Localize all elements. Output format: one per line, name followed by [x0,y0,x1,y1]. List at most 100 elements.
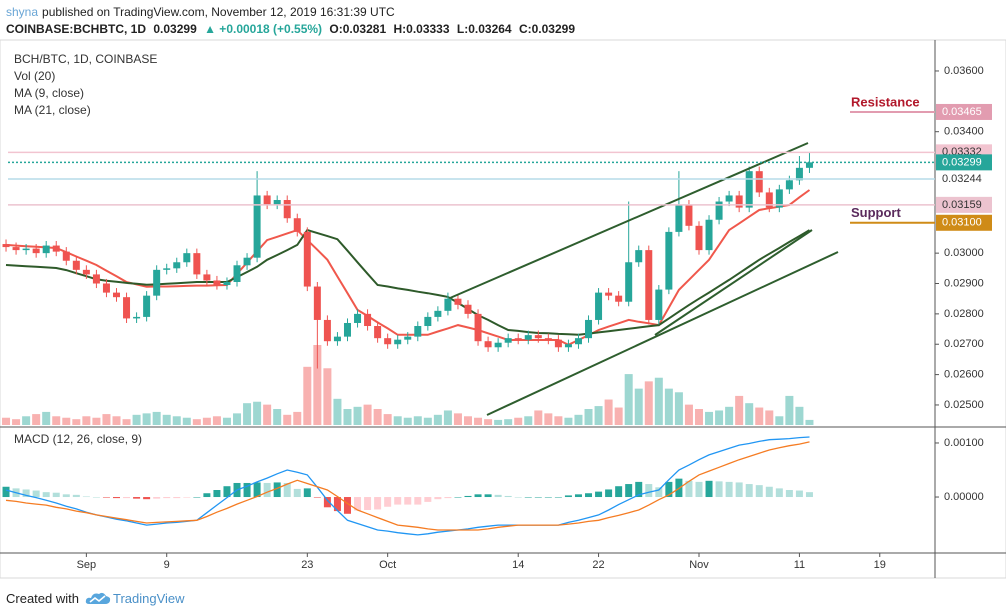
trendline [449,142,809,299]
author[interactable]: shyna [6,5,39,19]
legend-volume: Vol (20) [14,69,55,83]
candle-body [112,292,120,298]
candle-body [123,297,131,319]
volume-bar [403,417,412,425]
macd-histogram-bar [163,497,171,499]
volume-bar [494,419,503,425]
candle-body [42,245,50,254]
macd-histogram-bar [705,480,713,498]
macd-histogram-bar [2,486,10,498]
candle-body [143,295,151,317]
candle-body [474,313,482,342]
candle-body [133,316,141,319]
logo-cloud [85,592,111,604]
brand[interactable]: TradingView [112,590,185,606]
macd-histogram-bar [785,490,793,498]
candle-body [283,200,291,219]
volume-bar [323,368,332,425]
volume-bar [413,416,422,425]
price-label: 0.03244 [942,173,982,185]
macd-histogram-bar [143,497,151,500]
candle-body [795,167,803,181]
volume-bar [233,413,242,425]
candle-body [343,322,351,337]
macd-histogram-bar [805,492,813,498]
volume-bar [202,417,211,425]
macd-histogram-bar [62,494,70,498]
macd-histogram-bar [52,492,60,498]
volume-bar [735,395,744,425]
volume-bar [42,411,51,425]
footer-text: Created with [6,590,79,606]
macd-histogram-bar [213,490,221,498]
ohlc-label: C: [518,22,532,36]
volume-bar [253,401,262,425]
macd-histogram-bar [564,495,572,498]
candle-body [745,171,753,208]
macd-title: MACD (12, 26, close, 9) [14,432,142,446]
macd-histogram-bar [554,497,562,498]
candle-body [464,304,472,314]
macd-histogram-bar [494,494,502,498]
candle-body [263,195,271,205]
candle-body [635,250,643,263]
macd-histogram-bar [82,496,90,498]
candle-body [504,338,512,343]
legend-title: BCH/BTC, 1D, COINBASE [14,52,157,66]
volume-bar [484,419,493,425]
candle-body [72,260,80,270]
macd-histogram-bar [243,482,251,498]
candle-layer [2,152,813,369]
candle-body [92,274,100,284]
frame [0,39,1006,579]
volume-bar [162,414,171,425]
macd-histogram-bar [92,497,100,498]
candle-body [725,195,733,202]
volume-bar [383,414,392,425]
volume-bar [172,416,181,425]
candle-body [705,219,713,251]
macd-histogram-bar [655,487,663,498]
volume-bar [805,419,814,425]
ohlc-value: 0.03333 [406,22,450,36]
macd-histogram-bar [715,481,723,498]
candle-body [273,200,281,205]
legend-ma: MA (9, close) [14,86,84,100]
macd-histogram-bar [203,493,211,498]
macd-histogram-bar [514,497,522,498]
volume-bar [363,404,372,425]
x-tick-label: 9 [164,559,170,571]
macd-histogram-bar [394,497,402,505]
candle-body [775,189,783,208]
volume-bar [222,417,231,425]
volume-bar [554,416,563,425]
macd-histogram-bar [755,485,763,498]
macd-histogram-bar [173,497,181,499]
candle-body [534,335,542,339]
candle-body [494,342,502,348]
macd-histogram-bar [625,484,633,498]
volume-bar [684,404,693,425]
candle-body [323,319,331,342]
macd-histogram-bar [223,486,231,498]
last-price: 0.03299 [153,22,197,36]
macd-histogram-bar [253,482,261,498]
macd-histogram-bar [725,481,733,498]
macd-histogram-bar [474,494,482,498]
annotation: Resistance [851,94,920,109]
change: ▲ +0.00018 (+0.55%) [204,22,323,36]
candle-body [213,280,221,286]
candle-body [444,298,452,311]
candle-body [153,269,161,296]
volume-bar [122,419,131,425]
volume-bar [474,417,483,425]
volume-bar [293,411,302,425]
candle-body [414,326,422,337]
ohlc-value: 0.03299 [531,22,576,36]
x-tick-label: 19 [874,559,886,571]
volume-bar [725,406,734,425]
macd-histogram-bar [775,488,783,498]
logo-stroke [89,595,106,603]
x-tick-label: 11 [794,559,805,571]
volume-bar [795,406,804,425]
